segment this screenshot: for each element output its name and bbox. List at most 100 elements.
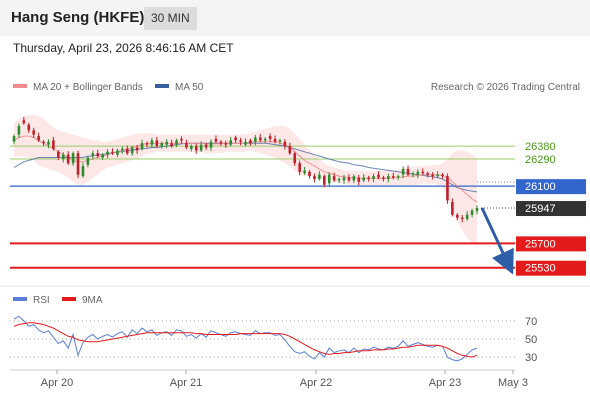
rsi-tick-label: 30: [525, 352, 537, 364]
candle-body: [332, 176, 336, 181]
candle: [199, 141, 203, 153]
x-tick-label: Apr 20: [41, 377, 73, 389]
candle: [293, 151, 297, 166]
candle: [254, 134, 257, 146]
candle: [27, 122, 31, 133]
candle: [91, 150, 95, 160]
candle-body: [234, 137, 237, 141]
candle: [391, 172, 395, 180]
candle: [175, 138, 178, 148]
candle-body: [303, 170, 306, 174]
candle-body: [194, 146, 198, 151]
candle-body: [170, 143, 173, 147]
candle: [96, 149, 100, 158]
credit-text: Research © 2026 Trading Central: [431, 82, 580, 93]
last-price-label-bg: [516, 201, 586, 217]
candle: [125, 145, 129, 155]
candle-body: [86, 157, 90, 165]
candle-body: [185, 143, 188, 148]
candle-body: [426, 173, 430, 175]
candle: [273, 135, 277, 144]
support-1-label: 25700: [525, 238, 556, 250]
candle: [194, 143, 198, 154]
candle: [76, 150, 80, 179]
candle-body: [125, 148, 129, 154]
candle-body: [273, 138, 277, 142]
candle: [22, 116, 26, 125]
candle: [416, 169, 420, 179]
candle: [135, 144, 139, 154]
bollinger-band-area: [14, 114, 477, 247]
candle-body: [411, 173, 415, 175]
candle-body: [42, 141, 45, 144]
candle: [116, 148, 119, 158]
forecast-arrow-line: [480, 207, 514, 275]
candle: [258, 134, 262, 143]
candle: [367, 175, 370, 182]
candle-body: [268, 136, 272, 139]
candle-body: [140, 143, 144, 149]
candle: [372, 173, 375, 183]
candle: [17, 123, 21, 139]
interval-button[interactable]: 30 MIN: [144, 7, 197, 30]
candle-body: [465, 214, 469, 220]
candle-body: [155, 140, 159, 147]
candle-body: [96, 153, 100, 157]
candle: [111, 148, 114, 155]
candle-body: [101, 154, 104, 158]
candle-body: [401, 168, 405, 175]
candle: [150, 137, 154, 149]
candle: [327, 172, 331, 187]
candle-body: [441, 174, 444, 177]
candle: [263, 137, 267, 143]
candle: [71, 151, 75, 166]
instrument-title: Hang Seng (HKFE): [11, 9, 145, 26]
candle: [313, 173, 316, 183]
candle: [229, 136, 233, 147]
candle: [283, 139, 287, 150]
candle-body: [283, 141, 287, 147]
candle: [155, 136, 159, 148]
candle-body: [47, 141, 50, 145]
candle: [86, 155, 90, 168]
candle-body: [342, 177, 346, 181]
candle: [180, 136, 183, 144]
candle: [446, 173, 449, 204]
rsi-tick-label: 50: [525, 334, 537, 346]
candle: [465, 211, 469, 221]
candle: [288, 142, 292, 155]
candle: [421, 168, 425, 175]
candle: [460, 215, 464, 223]
candle-body: [249, 140, 252, 144]
candle-body: [396, 176, 400, 178]
candle-body: [37, 136, 40, 141]
candle-body: [263, 138, 267, 141]
candle: [224, 140, 228, 149]
candle-body: [239, 140, 242, 142]
candle-body: [145, 143, 149, 145]
candlesticks: [12, 116, 479, 223]
chart-header: Hang Seng (HKFE) 30 MIN: [0, 0, 590, 36]
candle-body: [214, 138, 218, 142]
candle: [377, 171, 380, 180]
candle: [347, 174, 351, 183]
candle: [268, 133, 272, 143]
resistance-2-label: 26290: [525, 154, 556, 166]
candle-body: [357, 177, 361, 182]
candle: [42, 140, 45, 146]
candle: [318, 171, 321, 181]
support-1-label-bg: [516, 236, 586, 252]
candle-body: [57, 151, 60, 158]
candle-body: [32, 130, 36, 135]
candle-body: [204, 144, 208, 148]
forecast-arrow: [480, 207, 514, 275]
candle: [234, 135, 237, 143]
candle: [12, 134, 16, 145]
candle-body: [367, 177, 370, 179]
candle-body: [391, 176, 395, 178]
candle: [362, 174, 366, 183]
ma20-legend-label: MA 20 + Bollinger Bands: [33, 82, 143, 93]
candle: [357, 174, 361, 186]
pivot-label-bg: [516, 179, 586, 195]
